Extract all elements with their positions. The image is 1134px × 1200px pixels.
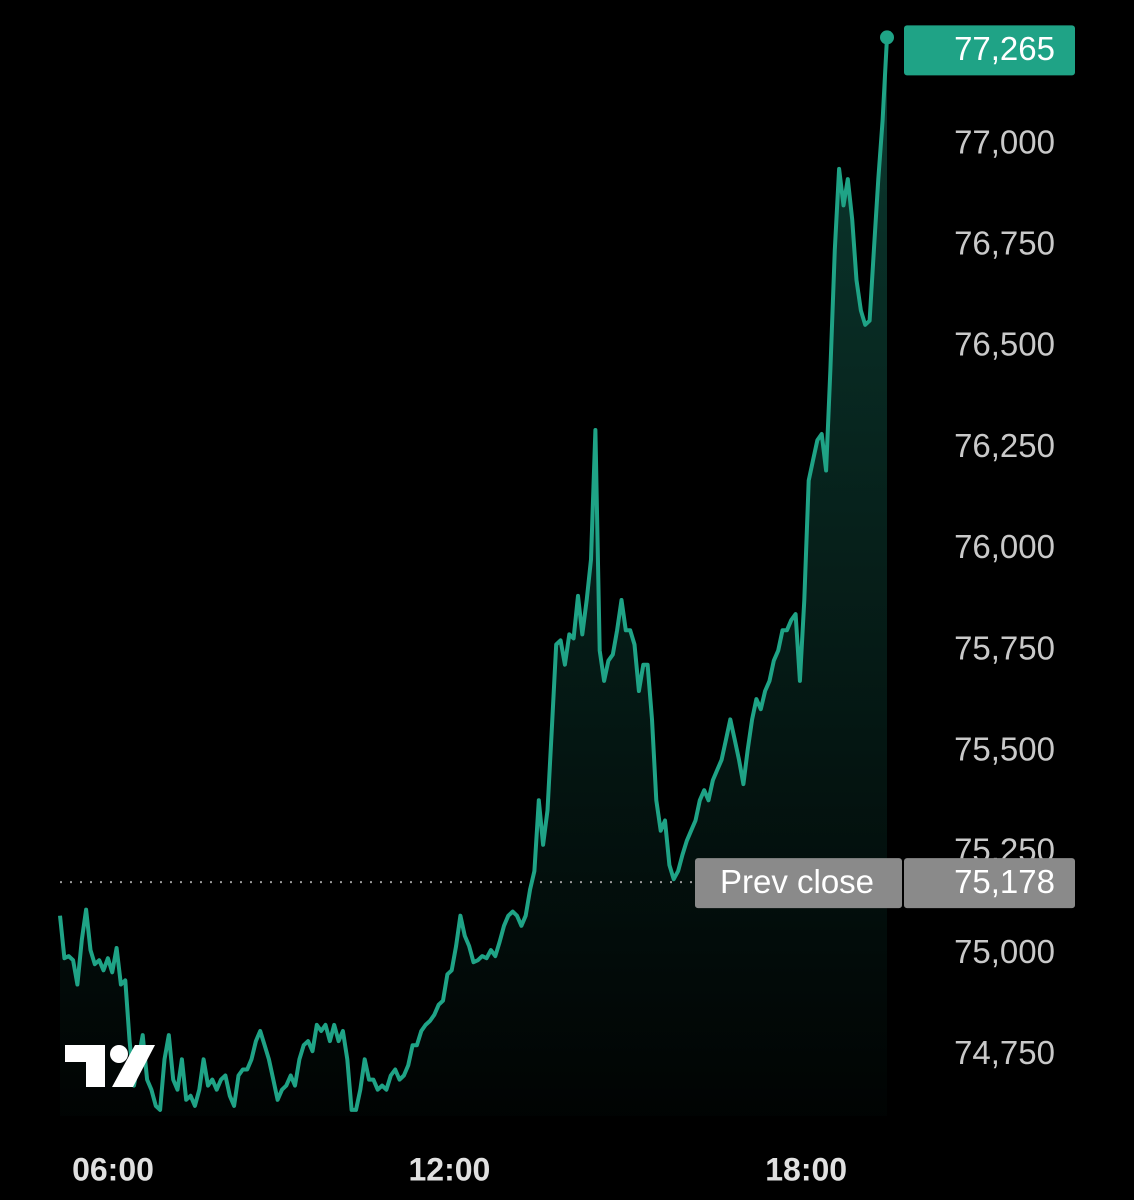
area <box>60 37 887 1116</box>
x-tick-label: 06:00 <box>72 1151 154 1187</box>
y-tick-label: 76,000 <box>954 528 1055 565</box>
y-tick-label: 74,750 <box>954 1034 1055 1071</box>
reference-name-box <box>695 858 902 909</box>
x-tick-label: 18:00 <box>765 1151 847 1187</box>
price-box <box>904 25 1075 76</box>
y-tick-label: 75,000 <box>954 933 1055 970</box>
logo <box>65 1045 155 1087</box>
reference-name: Prev close <box>720 863 874 900</box>
logo-shape <box>110 1045 128 1063</box>
line <box>58 37 889 1112</box>
logo-shape <box>112 1045 155 1087</box>
last-point <box>880 30 894 45</box>
x-tick-label: 12:00 <box>408 1151 490 1187</box>
y-tick-label: 76,250 <box>954 427 1055 464</box>
y-tick-label: 77,000 <box>954 123 1055 160</box>
y-tick-label: 76,500 <box>954 326 1055 363</box>
reference-value-label: 75,178 <box>954 863 1055 900</box>
y-tick-label: 76,750 <box>954 225 1055 262</box>
logo-shape <box>65 1045 105 1087</box>
plot: 74,75075,00075,25075,50075,75076,00076,2… <box>58 25 1075 1187</box>
y-tick-label: 75,500 <box>954 730 1055 767</box>
reference-value-box <box>904 858 1075 909</box>
price-label: 77,265 <box>954 30 1055 67</box>
y-tick-label: 75,750 <box>954 629 1055 666</box>
